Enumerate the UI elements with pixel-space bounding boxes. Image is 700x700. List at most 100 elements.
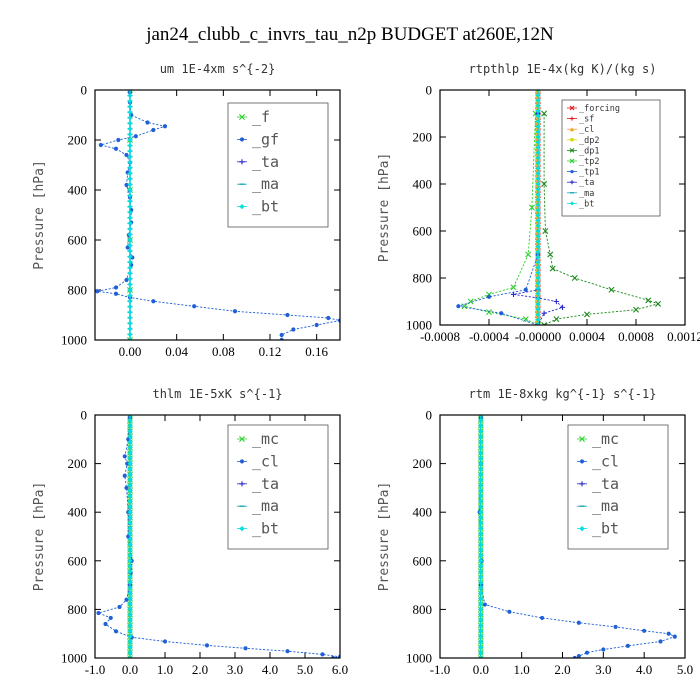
- series-marker: [584, 650, 590, 655]
- legend-label: _ta: [252, 153, 279, 171]
- series-marker: [127, 126, 133, 132]
- series-marker: [535, 92, 541, 98]
- series-marker: [522, 316, 529, 323]
- series-marker: [571, 275, 578, 281]
- x-tick-label: 0.0004: [569, 329, 605, 344]
- series-marker: [486, 294, 492, 299]
- series-marker: [103, 621, 108, 627]
- series-marker: [127, 337, 133, 340]
- series-marker: [127, 165, 133, 171]
- series-marker: [127, 248, 133, 254]
- series-marker: [127, 520, 133, 526]
- series-marker: [478, 488, 484, 493]
- series-marker: [122, 454, 127, 459]
- series-marker: [127, 542, 133, 547]
- x-tick-label: 4.0: [262, 662, 278, 677]
- x-tick-label: -0.00000: [515, 329, 562, 344]
- y-tick-label: 200: [68, 456, 88, 471]
- series-marker: [279, 332, 284, 338]
- y-tick-label: 800: [68, 602, 88, 617]
- legend-marker: [570, 170, 574, 174]
- series-marker: [507, 609, 512, 614]
- series-marker: [124, 182, 129, 188]
- series-marker: [98, 142, 103, 148]
- series-marker: [127, 574, 133, 580]
- legend-marker: [579, 436, 585, 442]
- series-marker: [510, 291, 517, 298]
- series-marker: [127, 580, 133, 585]
- legend-label: _dp1: [579, 146, 599, 156]
- series-marker: [127, 415, 133, 418]
- series-marker: [541, 322, 548, 325]
- series-marker: [133, 134, 138, 139]
- series-marker: [478, 634, 484, 639]
- series-marker: [535, 197, 541, 203]
- y-tick-label: 200: [413, 456, 433, 471]
- series-marker: [535, 275, 541, 281]
- panel-2: rtpthlp 1E-4x(kg K)/(kg s) Pressure [hPa]…: [377, 62, 700, 344]
- plot-frame: [94, 89, 341, 341]
- x-tick-label: 5.0: [297, 662, 313, 677]
- y-axis-label: Pressure [hPa]: [377, 482, 392, 592]
- series-marker: [535, 322, 541, 325]
- series-marker: [127, 287, 133, 293]
- series-marker: [127, 243, 133, 248]
- series-marker: [510, 284, 517, 291]
- series-marker: [499, 311, 504, 316]
- series-marker: [478, 450, 484, 456]
- plot-frame: [439, 89, 686, 326]
- series-marker: [535, 254, 541, 260]
- series-marker: [285, 312, 290, 318]
- legend-label: _tp1: [579, 168, 599, 178]
- x-tick-label: 0.0008: [618, 329, 654, 344]
- series-marker: [127, 612, 133, 618]
- series-marker: [549, 265, 556, 272]
- plot-frame: [439, 414, 686, 659]
- series-marker: [559, 304, 566, 310]
- legend: _mc _cl _ta _ma _bt: [567, 424, 669, 550]
- series-marker: [645, 297, 652, 304]
- series-marker: [125, 461, 130, 466]
- series-marker: [127, 209, 133, 215]
- legend-marker: [239, 481, 245, 487]
- series-marker: [127, 418, 133, 423]
- legend-label: _bt: [579, 199, 594, 209]
- series-marker: [553, 316, 560, 323]
- x-tick-label: 0.0012: [667, 329, 700, 344]
- series-marker: [478, 569, 484, 574]
- x-tick-label: 0.04: [165, 344, 188, 359]
- series-marker: [127, 276, 133, 282]
- series-marker: [291, 327, 296, 332]
- series-marker: [478, 612, 484, 618]
- panel-title: rtpthlp 1E-4x(kg K)/(kg s): [469, 62, 657, 76]
- series-marker: [162, 124, 168, 129]
- legend-marker: [570, 127, 574, 132]
- series-marker: [116, 137, 121, 143]
- series-marker: [478, 628, 484, 634]
- series-marker: [326, 315, 331, 321]
- series-marker: [478, 445, 484, 450]
- series-marker: [535, 218, 541, 223]
- legend-label: _cl: [579, 125, 594, 135]
- series-marker: [658, 639, 663, 644]
- series-marker: [127, 204, 133, 210]
- x-tick-label: 4.0: [636, 662, 652, 677]
- series-marker: [478, 423, 484, 429]
- legend-marker: [239, 137, 245, 142]
- series-marker: [478, 553, 484, 558]
- legend-label: _ta: [579, 178, 594, 188]
- series-marker: [540, 615, 545, 620]
- y-tick-label: 400: [413, 505, 433, 520]
- series-marker: [528, 204, 535, 211]
- series-marker: [96, 610, 101, 616]
- series-marker: [127, 434, 133, 439]
- x-tick-label: 1.0: [157, 662, 173, 677]
- series-marker: [151, 299, 156, 304]
- series-marker: [478, 434, 484, 439]
- legend-label: _ma: [592, 497, 619, 515]
- series-marker: [127, 569, 133, 574]
- series-marker: [127, 650, 133, 655]
- y-tick-label: 400: [68, 183, 88, 198]
- legend-marker: [579, 526, 585, 532]
